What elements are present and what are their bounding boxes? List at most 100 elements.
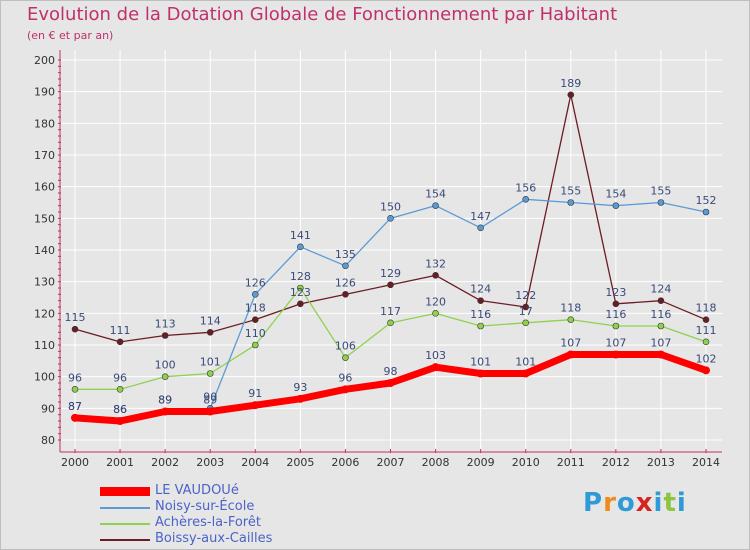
data-point-0 (116, 338, 124, 346)
x-tick-label: 2003 (196, 456, 224, 469)
x-tick-label: 2011 (557, 456, 585, 469)
data-point-3 (161, 407, 170, 416)
data-point-1 (116, 386, 124, 393)
data-label-1: 110 (245, 327, 266, 340)
data-point-1 (432, 310, 439, 317)
data-label-0: 118 (245, 302, 266, 315)
data-label-3: 91 (248, 387, 262, 400)
x-tick-label: 2013 (647, 456, 675, 469)
data-label-3: 86 (113, 403, 127, 416)
data-point-3 (566, 350, 575, 359)
data-label-2: 155 (650, 185, 671, 198)
data-point-2 (432, 202, 439, 209)
y-tick-label: 180 (34, 117, 55, 130)
x-tick-label: 2007 (377, 456, 405, 469)
y-tick-label: 110 (34, 339, 55, 352)
data-point-1 (612, 322, 620, 330)
data-point-3 (296, 394, 305, 403)
data-point-2 (477, 224, 484, 232)
data-point-3 (611, 350, 620, 359)
x-tick-label: 2001 (106, 456, 134, 469)
data-label-3: 96 (338, 371, 352, 384)
data-point-3 (476, 369, 485, 378)
x-tick-label: 2000 (61, 456, 89, 469)
data-point-1 (657, 322, 665, 330)
x-tick-label: 2006 (331, 456, 359, 469)
logo-letter: o (616, 488, 636, 518)
data-label-0: 123 (605, 286, 626, 299)
legend-swatch-le-vaudoue (100, 487, 150, 496)
logo-letter: x (635, 488, 654, 518)
data-point-3 (431, 363, 440, 372)
x-tick-label: 2009 (467, 456, 495, 469)
x-tick-label: 2004 (241, 456, 269, 469)
data-point-2 (387, 215, 394, 222)
data-point-0 (567, 91, 575, 99)
data-label-3: 107 (650, 337, 671, 350)
legend-swatch-boissy (100, 539, 150, 541)
y-tick-label: 170 (34, 149, 55, 162)
data-label-0: 122 (515, 289, 536, 302)
data-point-3 (71, 413, 79, 422)
data-label-1: 116 (650, 308, 671, 321)
y-tick-label: 190 (34, 86, 55, 99)
y-tick-label: 140 (34, 244, 55, 257)
data-point-1 (206, 370, 214, 377)
legend-swatch-acheres (100, 523, 150, 525)
x-tick-label: 2014 (692, 456, 720, 469)
data-label-0: 115 (65, 311, 86, 324)
data-point-2 (342, 262, 349, 270)
x-tick-label: 2012 (602, 456, 630, 469)
data-point-0 (71, 325, 79, 333)
x-tick-label: 2005 (286, 456, 314, 469)
y-tick-label: 150 (34, 212, 55, 225)
data-label-3: 89 (158, 394, 172, 407)
data-point-0 (702, 316, 710, 323)
data-label-2: 150 (380, 200, 401, 213)
data-label-2: 147 (470, 210, 491, 223)
data-point-2 (702, 208, 710, 216)
data-label-1: 128 (290, 270, 311, 283)
data-label-0: 114 (200, 314, 221, 327)
data-label-2: 152 (696, 194, 717, 207)
data-point-2 (251, 291, 259, 298)
data-label-0: 124 (470, 283, 491, 296)
data-label-2: 135 (335, 248, 356, 261)
data-label-0: 132 (425, 257, 446, 270)
data-point-1 (567, 316, 575, 323)
data-label-3: 93 (293, 381, 307, 394)
data-label-1: 17 (519, 305, 533, 318)
data-label-2: 86 (113, 403, 127, 416)
data-label-2: 155 (560, 185, 581, 198)
data-label-2: 126 (245, 276, 266, 289)
y-tick-label: 130 (34, 276, 55, 289)
data-label-3: 102 (696, 352, 717, 365)
data-label-2: 156 (515, 181, 536, 194)
data-label-3: 101 (470, 356, 491, 369)
y-tick-label: 80 (41, 434, 55, 447)
data-point-2 (657, 199, 665, 206)
data-point-3 (341, 385, 350, 394)
data-label-0: 124 (650, 283, 671, 296)
data-point-1 (477, 322, 484, 330)
data-point-1 (161, 373, 169, 380)
data-point-0 (612, 300, 620, 308)
data-label-1: 111 (696, 324, 717, 337)
data-point-0 (251, 316, 259, 323)
y-tick-label: 200 (34, 54, 55, 67)
y-tick-label: 100 (34, 371, 55, 384)
data-label-3: 107 (605, 337, 626, 350)
data-label-0: 118 (696, 302, 717, 315)
data-point-3 (521, 369, 530, 378)
logo-letter: r (603, 488, 617, 518)
data-label-2: 89 (158, 394, 172, 407)
legend-label-le-vaudoue: LE VAUDOUé (155, 483, 239, 498)
data-point-1 (387, 319, 394, 327)
data-label-2: 87 (68, 400, 82, 413)
y-tick-label: 160 (34, 181, 55, 194)
data-point-1 (297, 284, 304, 292)
data-point-0 (387, 281, 394, 289)
data-label-0: 113 (155, 318, 176, 331)
data-label-0: 111 (110, 324, 131, 337)
data-label-0: 123 (290, 286, 311, 299)
